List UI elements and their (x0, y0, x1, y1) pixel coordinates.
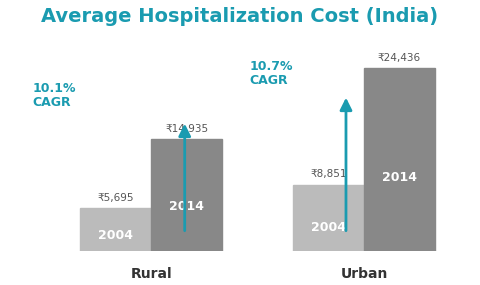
Text: Average Hospitalization Cost (India): Average Hospitalization Cost (India) (41, 7, 439, 26)
Text: Urban: Urban (340, 267, 388, 281)
Text: ₹5,695: ₹5,695 (98, 193, 134, 203)
Bar (81, 208, 151, 251)
Bar (151, 139, 222, 251)
Text: ₹14,935: ₹14,935 (165, 124, 208, 134)
Text: Rural: Rural (131, 267, 172, 281)
Text: 2004: 2004 (311, 221, 346, 234)
Text: ₹24,436: ₹24,436 (378, 53, 421, 63)
Text: ₹8,851: ₹8,851 (311, 170, 347, 180)
Text: 2014: 2014 (382, 171, 417, 184)
Text: 2014: 2014 (169, 200, 204, 213)
Bar (293, 185, 364, 251)
Text: 10.1%
CAGR: 10.1% CAGR (33, 82, 76, 109)
Text: 2004: 2004 (98, 229, 133, 243)
Text: 10.7%
CAGR: 10.7% CAGR (249, 60, 293, 87)
Bar (364, 68, 435, 251)
